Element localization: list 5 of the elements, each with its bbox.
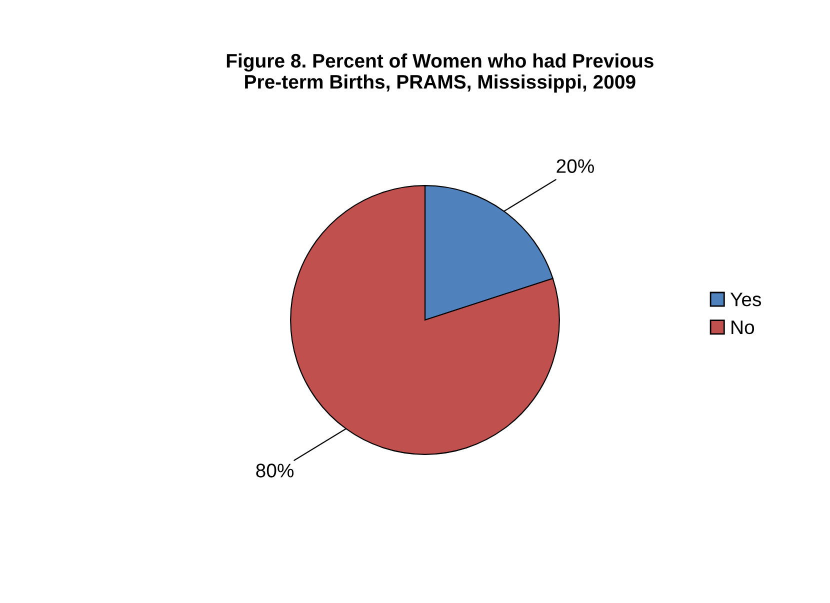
legend-label: Yes [730, 292, 762, 306]
data-label: 80% [256, 464, 294, 478]
data-label: 20% [556, 159, 594, 173]
chart-title: Figure 8. Percent of Women who had Previous Pre-term Births, PRAMS, Mississippi, 2009 [226, 53, 654, 93]
legend-label: No [732, 320, 754, 334]
